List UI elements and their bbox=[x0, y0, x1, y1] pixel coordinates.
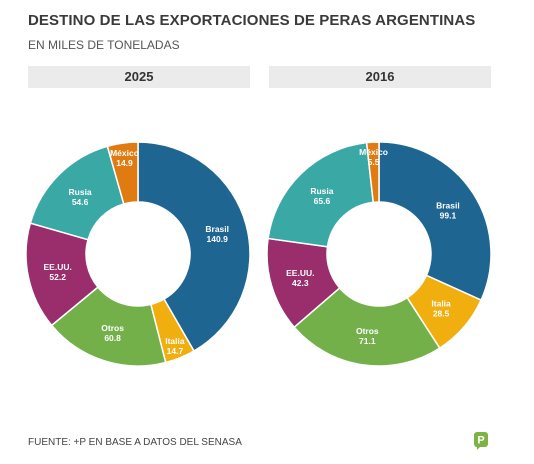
slice-value-brasil: 99.1 bbox=[440, 211, 457, 221]
slice-mexico bbox=[365, 141, 380, 204]
slice-value-rusia: 54.6 bbox=[72, 197, 89, 207]
slice-value-italia: 14.7 bbox=[167, 346, 184, 356]
slice-label-brasil: Brasil bbox=[205, 224, 229, 234]
slice-label-ee-uu: EE.UU. bbox=[286, 268, 314, 278]
source-note: FUENTE: +P EN BASE A DATOS DEL SENASA bbox=[28, 437, 242, 448]
panel-header-2025: 2025 bbox=[28, 66, 250, 88]
slice-value-ee-uu: 52.2 bbox=[49, 272, 66, 282]
slice-label-rusia: Rusia bbox=[310, 186, 333, 196]
slice-label-italia: Italia bbox=[431, 299, 451, 309]
slice-value-mexico: 14.9 bbox=[116, 158, 133, 168]
slice-label-italia: Italia bbox=[165, 336, 185, 346]
slice-value-mexico: 5.5 bbox=[368, 157, 380, 167]
panel-header-2016: 2016 bbox=[269, 66, 491, 88]
slice-label-otros: Otros bbox=[101, 323, 124, 333]
slice-otros bbox=[293, 286, 441, 367]
slice-value-brasil: 140.9 bbox=[207, 234, 229, 244]
slice-label-otros: Otros bbox=[356, 326, 379, 336]
brand-p-logo-icon: P bbox=[474, 432, 488, 450]
slice-value-ee-uu: 42.3 bbox=[292, 278, 309, 288]
slice-label-brasil: Brasil bbox=[436, 201, 460, 211]
slice-value-rusia: 65.6 bbox=[314, 196, 331, 206]
slice-label-ee-uu: EE.UU. bbox=[44, 262, 72, 272]
chart-title: DESTINO DE LAS EXPORTACIONES DE PERAS AR… bbox=[28, 12, 476, 29]
slice-value-otros: 60.8 bbox=[104, 333, 121, 343]
slice-label-mexico: México bbox=[359, 147, 388, 157]
slice-brasil bbox=[137, 141, 251, 353]
svg-text:P: P bbox=[477, 435, 484, 447]
slice-label-rusia: Rusia bbox=[69, 187, 92, 197]
slice-value-otros: 71.1 bbox=[359, 336, 376, 346]
chart-subtitle: EN MILES DE TONELADAS bbox=[28, 38, 180, 52]
slice-value-italia: 28.5 bbox=[433, 309, 450, 319]
slice-brasil bbox=[378, 141, 492, 302]
slice-label-mexico: México bbox=[110, 148, 139, 158]
slice-mexico bbox=[106, 141, 139, 205]
slice-rusia bbox=[267, 141, 375, 248]
slice-otros bbox=[50, 286, 167, 367]
